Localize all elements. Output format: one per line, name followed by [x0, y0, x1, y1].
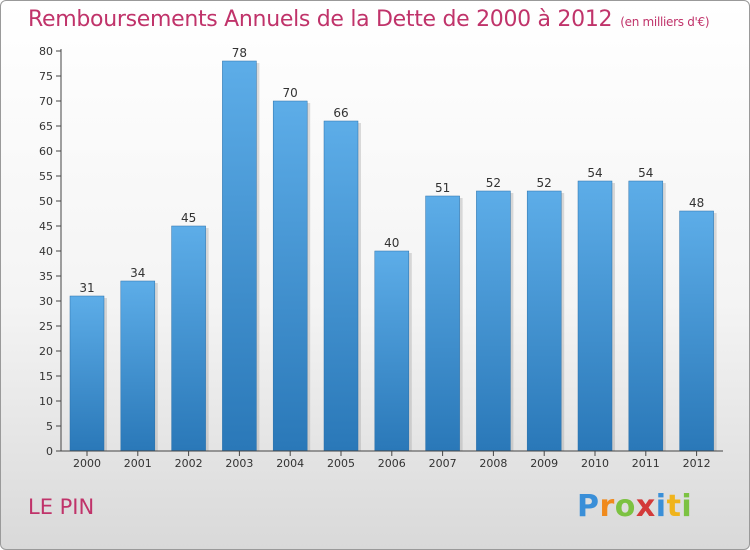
- y-tick-label: 45: [39, 220, 53, 233]
- bar-value-label: 40: [384, 236, 399, 250]
- logo-letter: r: [599, 489, 615, 524]
- x-tick-label: 2006: [378, 457, 406, 470]
- bar: [526, 190, 562, 452]
- proxiti-logo: Proxiti: [577, 489, 692, 524]
- y-tick-label: 20: [39, 345, 53, 358]
- x-tick-label: 2011: [632, 457, 660, 470]
- bar-value-label: 51: [435, 181, 450, 195]
- x-tick-label: 2001: [124, 457, 152, 470]
- bar-value-label: 31: [79, 281, 94, 295]
- bar: [171, 225, 206, 452]
- y-tick-label: 70: [39, 95, 53, 108]
- bars: 31 34 45 78 70 66 40 51 52 52 54 54 48: [69, 46, 717, 452]
- y-tick-label: 60: [39, 145, 53, 158]
- x-tick-label: 2012: [683, 457, 711, 470]
- bar: [120, 280, 156, 452]
- commune-name: LE PIN: [28, 495, 95, 519]
- y-tick-label: 5: [46, 420, 53, 433]
- logo-letter: i: [681, 489, 693, 524]
- bar: [577, 180, 613, 452]
- y-tick-label: 30: [39, 295, 53, 308]
- bar: [69, 295, 105, 452]
- logo-letter: x: [635, 489, 656, 524]
- x-tick-label: 2005: [327, 457, 355, 470]
- x-tick-label: 2003: [225, 457, 253, 470]
- y-tick-label: 15: [39, 370, 53, 383]
- bar: [323, 120, 359, 452]
- bar-value-label: 48: [689, 196, 704, 210]
- bar-value-label: 54: [587, 166, 602, 180]
- bar-value-label: 66: [333, 106, 348, 120]
- bar: [425, 195, 460, 452]
- x-axis: 2000 2001 2002 2003 2004 2005 2006 2007 2008 2009…: [61, 450, 723, 470]
- bar: [628, 180, 664, 452]
- x-tick-label: 2009: [530, 457, 558, 470]
- y-tick-label: 40: [39, 245, 53, 258]
- x-tick-label: 2010: [581, 457, 609, 470]
- bar-value-label: 34: [130, 266, 145, 280]
- chart-unit: (en milliers d'€): [620, 15, 710, 29]
- bar: [374, 250, 410, 452]
- y-tick-label: 65: [39, 120, 53, 133]
- y-axis: 0 5 10 15 20 25 30 35 40 45 50 55 60 65 70 75 80: [39, 45, 62, 458]
- chart-title: Remboursements Annuels de la Dette de 20…: [28, 7, 710, 32]
- y-tick-label: 75: [39, 70, 53, 83]
- bar: [476, 190, 511, 452]
- x-tick-label: 2007: [429, 457, 457, 470]
- logo-letter: t: [666, 489, 682, 524]
- bar-value-label: 78: [232, 46, 247, 60]
- bar: [222, 60, 257, 452]
- y-tick-label: 50: [39, 195, 53, 208]
- chart-title-text: Remboursements Annuels de la Dette de 20…: [28, 7, 613, 32]
- logo-letter: P: [577, 489, 600, 524]
- bar: [679, 210, 714, 452]
- bar-value-label: 52: [537, 176, 552, 190]
- x-tick-label: 2000: [73, 457, 101, 470]
- y-tick-label: 10: [39, 395, 53, 408]
- bar-value-label: 45: [181, 211, 196, 225]
- y-tick-label: 35: [39, 270, 53, 283]
- y-tick-label: 80: [39, 45, 53, 58]
- y-tick-label: 25: [39, 320, 53, 333]
- logo-letter: i: [655, 489, 667, 524]
- bar-value-label: 52: [486, 176, 501, 190]
- x-tick-label: 2002: [175, 457, 203, 470]
- bar-value-label: 54: [638, 166, 653, 180]
- bar: [272, 100, 308, 452]
- logo-letter: o: [614, 489, 636, 524]
- bar-value-label: 70: [283, 86, 298, 100]
- y-tick-label: 0: [46, 445, 53, 458]
- x-tick-label: 2008: [479, 457, 507, 470]
- x-tick-label: 2004: [276, 457, 304, 470]
- y-tick-label: 55: [39, 170, 53, 183]
